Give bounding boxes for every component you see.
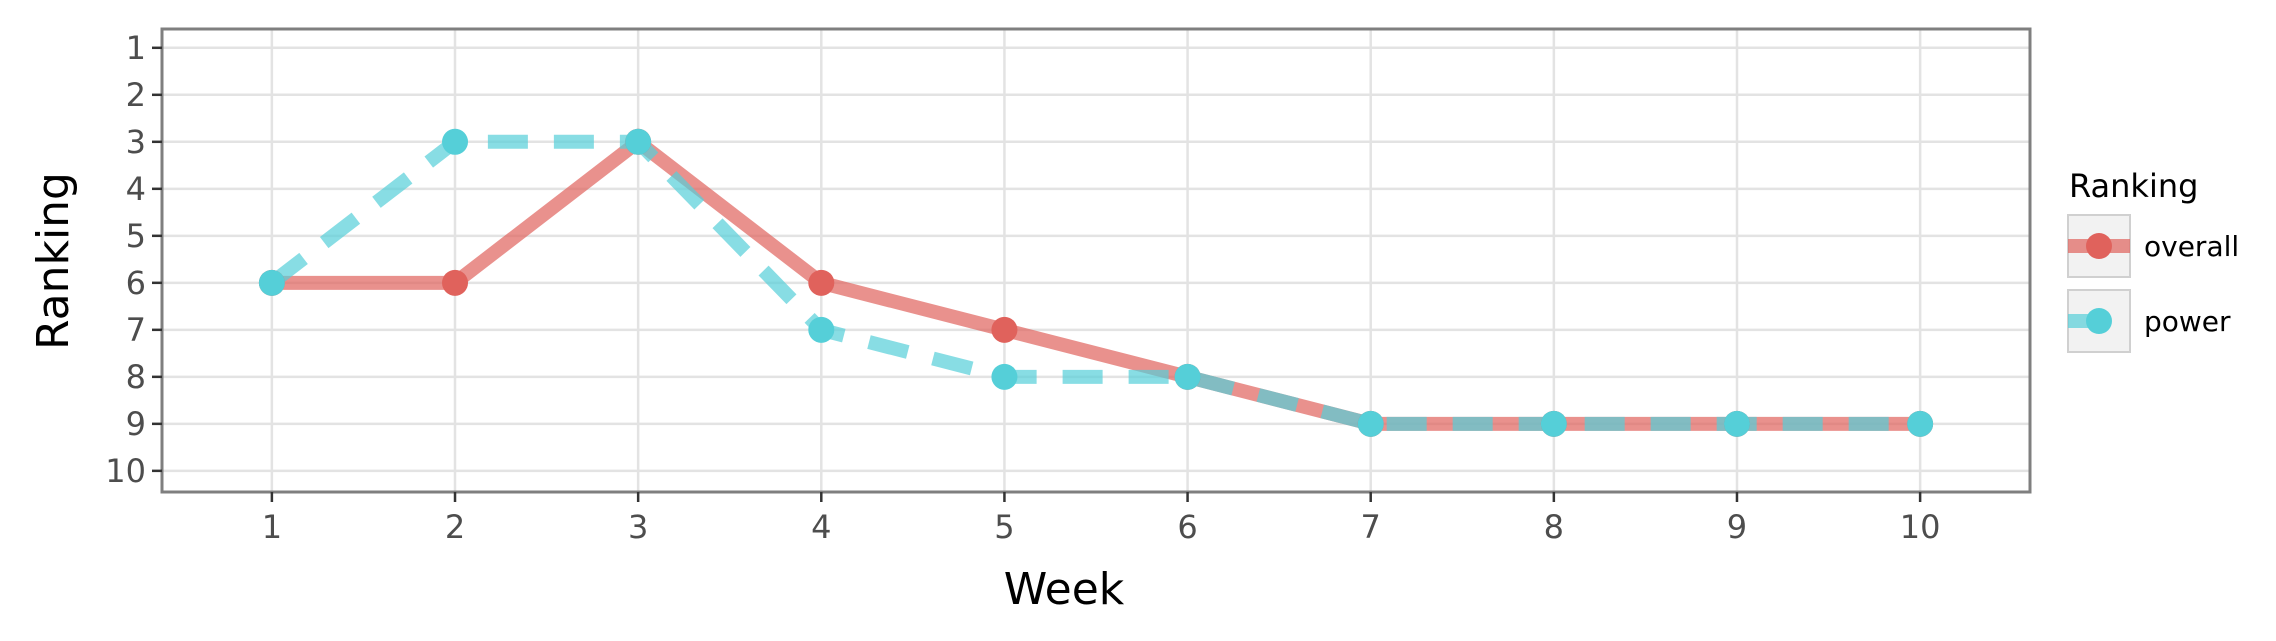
y-tick-label: 3: [126, 123, 146, 161]
plot-border: [160, 27, 2032, 494]
data-point-power: [1357, 410, 1384, 437]
y-tick-label: 1: [126, 29, 146, 67]
y-tick-label: 5: [126, 217, 146, 255]
data-point-overall: [442, 269, 469, 296]
x-axis-title: Week: [1004, 564, 1125, 615]
legend-label: power: [2144, 305, 2231, 338]
x-tick-label: 4: [811, 508, 831, 546]
data-point-power: [808, 316, 835, 343]
y-tick-label: 6: [126, 264, 146, 302]
data-point-overall: [808, 269, 835, 296]
data-point-power: [258, 269, 285, 296]
x-axis: 1 2 3 4 5 6 7 8 9 10: [262, 492, 1941, 546]
y-tick-label: 9: [126, 405, 146, 443]
series-line-power: [267, 134, 1921, 431]
x-tick-label: 7: [1361, 508, 1381, 546]
x-tick-label: 8: [1544, 508, 1564, 546]
x-tick-label: 1: [262, 508, 282, 546]
series-points: [258, 128, 1934, 437]
data-point-overall: [991, 316, 1018, 343]
legend-title: Ranking: [2069, 167, 2198, 205]
data-point-power: [1907, 410, 1934, 437]
x-tick-label: 6: [1177, 508, 1197, 546]
series-line-overall: [271, 134, 1921, 431]
y-axis-title: Ranking: [28, 172, 79, 350]
y-tick-label: 2: [126, 76, 146, 114]
y-tick-label: 4: [126, 170, 146, 208]
y-tick-label: 7: [126, 311, 146, 349]
legend-key-point: [2086, 233, 2112, 259]
data-point-power: [442, 128, 469, 155]
data-point-power: [1174, 363, 1201, 390]
legend-label: overall: [2144, 230, 2239, 263]
x-tick-label: 5: [994, 508, 1014, 546]
x-tick-label: 3: [628, 508, 648, 546]
legend-item-power: power: [2067, 289, 2231, 353]
data-point-power: [625, 128, 652, 155]
y-axis: 1 2 3 4 5 6 7 8 9 10: [105, 29, 162, 490]
data-point-power: [991, 363, 1018, 390]
data-point-power: [1723, 410, 1750, 437]
series-lines: [267, 134, 1921, 431]
x-tick-label: 2: [445, 508, 465, 546]
legend: Ranking overall power: [2067, 167, 2239, 353]
legend-items: overall power: [2067, 214, 2239, 353]
y-tick-label: 10: [105, 452, 146, 490]
data-point-power: [1540, 410, 1567, 437]
x-tick-label: 10: [1900, 508, 1941, 546]
legend-item-overall: overall: [2067, 214, 2239, 278]
x-tick-label: 9: [1727, 508, 1747, 546]
legend-key-point: [2086, 308, 2112, 334]
y-tick-label: 8: [126, 358, 146, 396]
